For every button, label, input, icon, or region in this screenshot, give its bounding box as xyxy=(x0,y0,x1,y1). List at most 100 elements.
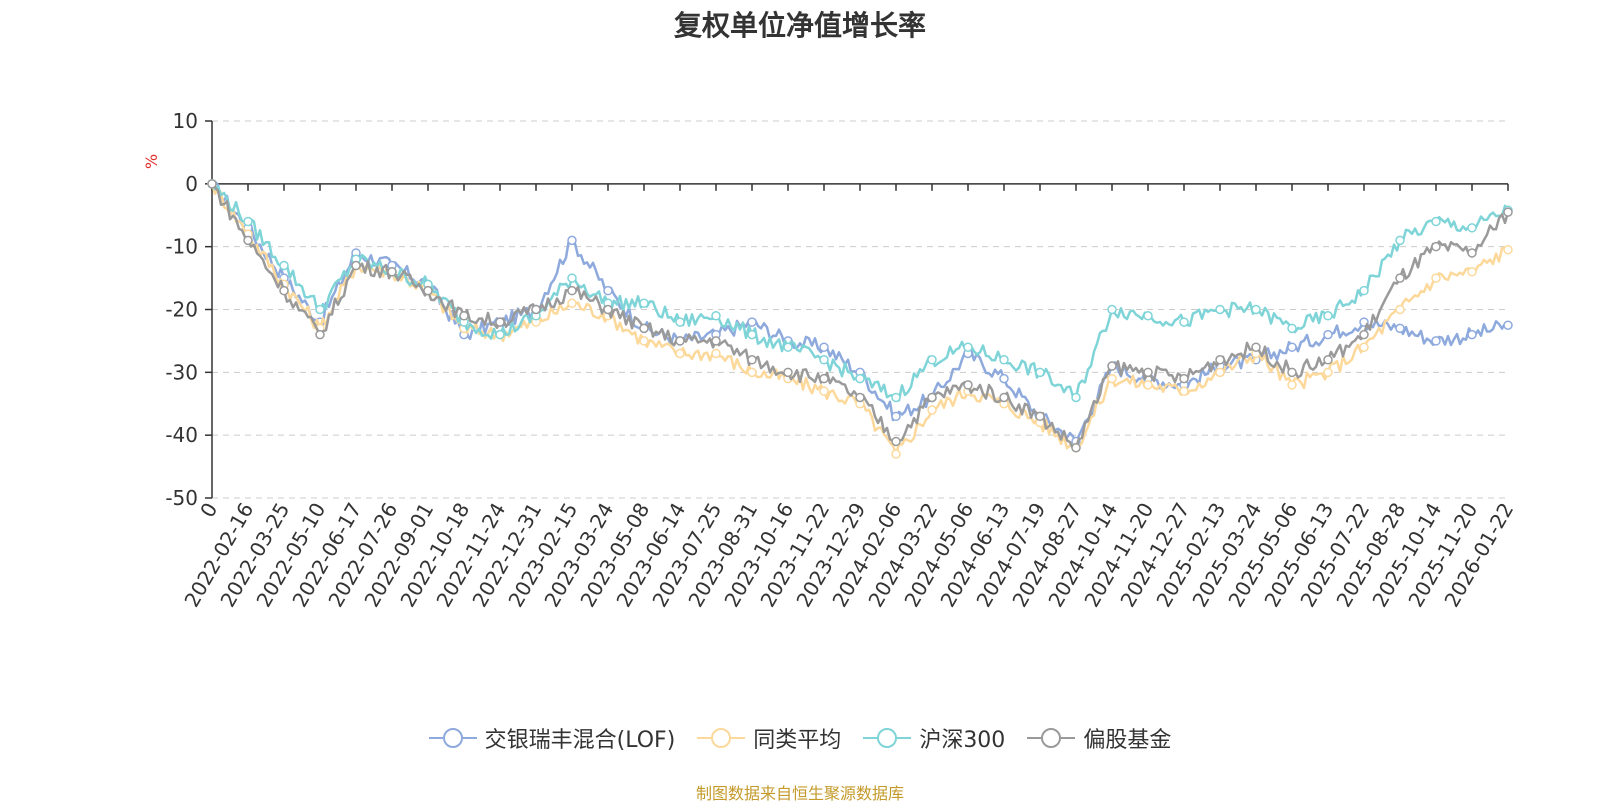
data-point-3[interactable] xyxy=(495,317,505,327)
data-point-3[interactable] xyxy=(531,304,541,315)
data-point-2[interactable] xyxy=(747,329,757,340)
data-point-3[interactable] xyxy=(1503,207,1513,217)
data-point-3[interactable] xyxy=(387,267,397,277)
data-point-2[interactable] xyxy=(783,342,793,352)
data-point-3[interactable] xyxy=(1035,411,1045,422)
data-point-2[interactable] xyxy=(963,342,973,352)
data-point-3[interactable] xyxy=(1431,241,1441,252)
data-point-3[interactable] xyxy=(315,329,325,340)
data-point-1[interactable] xyxy=(675,348,685,359)
data-point-3[interactable] xyxy=(747,355,757,365)
data-point-3[interactable] xyxy=(1071,442,1081,453)
data-point-2[interactable] xyxy=(243,216,253,227)
data-point-1[interactable] xyxy=(1215,367,1225,378)
data-point-3[interactable] xyxy=(1215,355,1225,365)
data-point-3[interactable] xyxy=(1467,248,1477,258)
data-point-2[interactable] xyxy=(495,329,505,340)
data-point-1[interactable] xyxy=(711,348,721,359)
data-point-3[interactable] xyxy=(1287,367,1297,378)
data-point-2[interactable] xyxy=(567,273,577,283)
data-point-2[interactable] xyxy=(1251,304,1261,315)
data-point-1[interactable] xyxy=(819,386,829,396)
data-point-0[interactable] xyxy=(1395,323,1405,334)
legend-item-peer-average[interactable]: 同类平均 xyxy=(697,722,841,754)
data-point-0[interactable] xyxy=(819,342,829,352)
data-point-2[interactable] xyxy=(675,317,685,327)
data-point-2[interactable] xyxy=(711,311,721,321)
data-point-3[interactable] xyxy=(1395,273,1405,283)
data-point-3[interactable] xyxy=(603,304,613,315)
data-point-3[interactable] xyxy=(675,336,685,346)
data-point-2[interactable] xyxy=(891,392,901,403)
data-point-2[interactable] xyxy=(1395,235,1405,246)
data-point-1[interactable] xyxy=(1395,304,1405,315)
data-point-3[interactable] xyxy=(567,285,577,296)
data-point-2[interactable] xyxy=(1071,392,1081,403)
legend-item-fund[interactable]: 交银瑞丰混合(LOF) xyxy=(428,722,675,754)
data-point-1[interactable] xyxy=(1323,367,1333,378)
data-point-0[interactable] xyxy=(1467,329,1477,340)
data-point-1[interactable] xyxy=(891,449,901,459)
data-point-1[interactable] xyxy=(1107,373,1117,384)
data-point-3[interactable] xyxy=(351,260,361,271)
data-point-3[interactable] xyxy=(1179,373,1189,384)
data-point-2[interactable] xyxy=(1179,317,1189,327)
data-point-2[interactable] xyxy=(927,355,937,365)
data-point-3[interactable] xyxy=(243,235,253,246)
data-point-3[interactable] xyxy=(1107,361,1117,371)
data-point-0[interactable] xyxy=(747,317,757,327)
data-point-3[interactable] xyxy=(459,311,469,321)
data-point-1[interactable] xyxy=(1467,267,1477,277)
data-point-2[interactable] xyxy=(1323,311,1333,321)
data-point-2[interactable] xyxy=(1215,304,1225,315)
data-point-3[interactable] xyxy=(855,392,865,403)
data-point-2[interactable] xyxy=(1107,304,1117,315)
data-point-1[interactable] xyxy=(747,367,757,378)
data-point-0[interactable] xyxy=(1287,342,1297,352)
data-point-3[interactable] xyxy=(1251,342,1261,352)
data-point-3[interactable] xyxy=(927,392,937,403)
data-point-3[interactable] xyxy=(639,323,649,334)
data-point-2[interactable] xyxy=(1359,285,1369,296)
data-point-1[interactable] xyxy=(567,298,577,308)
data-point-2[interactable] xyxy=(855,373,865,384)
data-point-2[interactable] xyxy=(819,355,829,365)
data-point-3[interactable] xyxy=(1143,367,1153,378)
data-point-1[interactable] xyxy=(1287,380,1297,390)
data-point-3[interactable] xyxy=(711,336,721,346)
data-point-1[interactable] xyxy=(1359,342,1369,352)
data-point-1[interactable] xyxy=(1431,273,1441,283)
data-point-1[interactable] xyxy=(1503,245,1513,255)
data-point-0[interactable] xyxy=(603,285,613,296)
data-point-0[interactable] xyxy=(1323,329,1333,340)
data-point-3[interactable] xyxy=(891,436,901,447)
data-point-2[interactable] xyxy=(1467,223,1477,233)
data-point-2[interactable] xyxy=(279,260,289,271)
data-point-1[interactable] xyxy=(927,405,937,415)
data-point-3[interactable] xyxy=(999,392,1009,403)
data-point-0[interactable] xyxy=(1431,336,1441,346)
data-point-2[interactable] xyxy=(1431,216,1441,227)
data-point-0[interactable] xyxy=(567,235,577,246)
data-point-1[interactable] xyxy=(1179,386,1189,396)
data-point-3[interactable] xyxy=(963,380,973,390)
data-point-3[interactable] xyxy=(207,179,217,189)
data-point-3[interactable] xyxy=(783,367,793,378)
data-point-3[interactable] xyxy=(1359,329,1369,340)
legend-item-equity-fund[interactable]: 偏股基金 xyxy=(1027,722,1171,754)
data-point-3[interactable] xyxy=(279,285,289,296)
legend-item-hs300[interactable]: 沪深300 xyxy=(863,722,1005,754)
data-point-0[interactable] xyxy=(999,373,1009,384)
data-point-2[interactable] xyxy=(639,298,649,308)
data-point-2[interactable] xyxy=(1287,323,1297,334)
data-point-2[interactable] xyxy=(1035,367,1045,378)
data-point-1[interactable] xyxy=(1143,380,1153,390)
data-point-2[interactable] xyxy=(1143,311,1153,321)
data-point-0[interactable] xyxy=(891,411,901,422)
data-point-3[interactable] xyxy=(1323,355,1333,365)
data-point-3[interactable] xyxy=(819,373,829,384)
data-point-3[interactable] xyxy=(423,285,433,296)
data-point-0[interactable] xyxy=(1503,320,1513,330)
data-point-2[interactable] xyxy=(315,304,325,315)
data-point-1[interactable] xyxy=(639,336,649,346)
